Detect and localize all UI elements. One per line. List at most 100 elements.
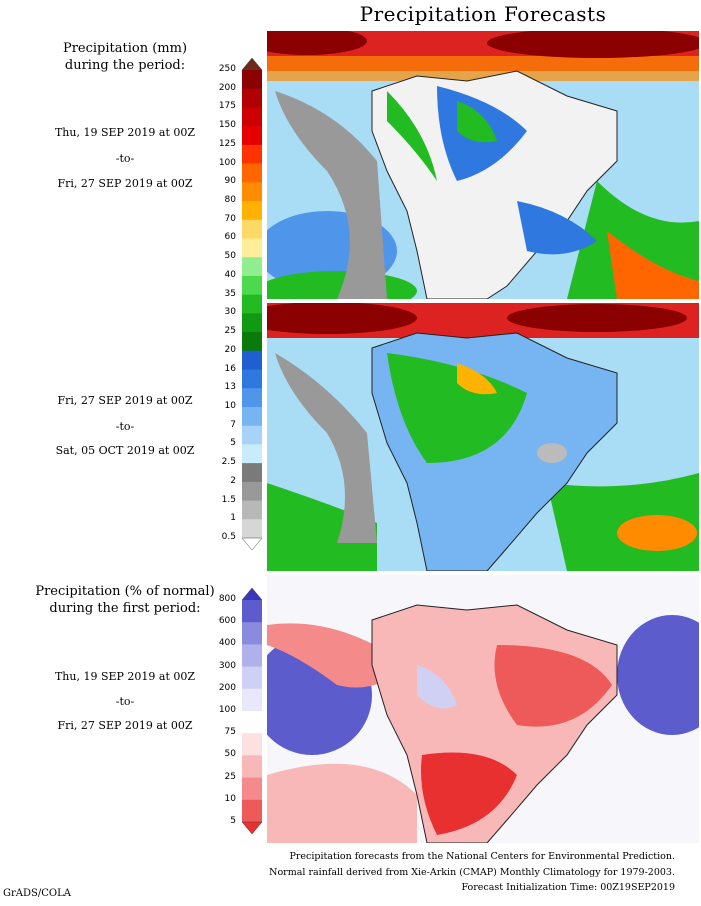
colorbar-tick-label: 600	[218, 616, 236, 627]
colorbar-tick-label: 5	[230, 438, 236, 449]
colorbar-tick-label: 100	[218, 157, 236, 168]
colorbar-segment	[242, 711, 262, 734]
colorbar-segment	[242, 481, 262, 502]
colorbar-tick-label: 35	[224, 288, 236, 299]
colorbar-tick-label: 200	[218, 82, 236, 93]
precip-heading: Precipitation (mm) during the period:	[10, 40, 240, 74]
colorbar-segment	[242, 88, 262, 108]
period1-until: Fri, 27 SEP 2019 at 00Z	[57, 177, 193, 190]
colorbar-segment	[242, 406, 262, 427]
colorbar-segment	[242, 275, 262, 296]
colorbar-segment	[242, 755, 262, 779]
colorbar-tick-label: 5	[230, 816, 236, 826]
precip-map-period2	[267, 303, 699, 571]
colorbar-tick-label: 300	[218, 660, 236, 671]
precip-colorbar	[241, 58, 263, 550]
colorbar-cap-bottom	[241, 821, 263, 834]
colorbar-cap-top	[241, 588, 263, 601]
period2-until: Sat, 05 OCT 2019 at 00Z	[55, 444, 195, 457]
pct-period-from: Thu, 19 SEP 2019 at 00Z	[54, 670, 196, 683]
colorbar-segment	[242, 238, 262, 258]
colorbar-tick-label: 90	[224, 176, 236, 187]
precip-map-period1	[267, 31, 699, 299]
colorbar-cap-top	[241, 58, 263, 71]
colorbar-tick-label: 1.5	[221, 494, 236, 505]
colorbar-segment	[242, 666, 262, 690]
colorbar-tick-label: 800	[218, 594, 236, 604]
period1-to: -to-	[115, 152, 135, 165]
credit: GrADS/COLA	[3, 888, 71, 899]
colorbar-segment	[242, 332, 262, 352]
pct-period-to: -to-	[115, 695, 135, 708]
colorbar-tick-label: 150	[218, 120, 236, 131]
colorbar-segment	[242, 313, 262, 333]
colorbar-tick-label: 2.5	[221, 457, 236, 468]
colorbar-tick-label: 10	[224, 400, 236, 411]
colorbar-segment	[242, 257, 262, 277]
colorbar-tick-label: 50	[224, 749, 236, 760]
colorbar-tick-label: 175	[218, 101, 236, 112]
colorbar-segment	[242, 350, 262, 371]
colorbar-segment	[242, 388, 262, 408]
colorbar-tick-label: 30	[224, 307, 236, 318]
colorbar-segment	[242, 444, 262, 464]
footer-line1: Precipitation forecasts from the Nationa…	[289, 851, 676, 862]
colorbar-segment	[242, 369, 262, 389]
colorbar-tick-label: 13	[224, 382, 236, 393]
colorbar-segment	[242, 126, 262, 146]
colorbar-segment	[242, 644, 262, 668]
pct-heading-line1: Precipitation (% of normal)	[35, 584, 215, 599]
colorbar-segment	[242, 600, 262, 623]
colorbar-segment	[242, 144, 262, 165]
colorbar-segment	[242, 799, 262, 823]
colorbar-tick-label: 20	[224, 344, 236, 355]
colorbar-tick-label: 2	[230, 475, 236, 486]
pct-heading: Precipitation (% of normal) during the f…	[10, 583, 240, 617]
pct-colorbar	[241, 588, 263, 834]
colorbar-tick-label: 1	[230, 513, 236, 524]
colorbar-tick-label: 60	[224, 232, 236, 243]
colorbar-tick-label: 100	[218, 705, 236, 715]
colorbar-tick-label: 250	[218, 64, 236, 74]
colorbar-segment	[242, 733, 262, 756]
colorbar-segment	[242, 294, 262, 314]
colorbar-tick-label: 25	[224, 326, 236, 337]
colorbar-segment	[242, 688, 262, 712]
pct-period-until: Fri, 27 SEP 2019 at 00Z	[57, 719, 193, 732]
pct-normal-map	[267, 575, 699, 843]
colorbar-tick-label: 400	[218, 638, 236, 649]
colorbar-tick-label: 50	[224, 251, 236, 262]
colorbar-segment	[242, 163, 262, 183]
footer-line2: Normal rainfall derived from Xie-Arkin (…	[269, 867, 675, 878]
colorbar-tick-label: 80	[224, 195, 236, 206]
colorbar-tick-label: 7	[230, 419, 236, 430]
precip-heading-line2: during the period:	[64, 58, 186, 73]
footer-line3: Forecast Initialization Time: 00Z19SEP20…	[461, 882, 675, 893]
colorbar-tick-label: 70	[224, 213, 236, 224]
pct-heading-line2: during the first period:	[49, 601, 201, 616]
colorbar-tick-label: 200	[218, 682, 236, 693]
colorbar-segment	[242, 70, 262, 90]
colorbar-tick-label: 40	[224, 269, 236, 280]
colorbar-segment	[242, 500, 262, 520]
colorbar-tick-label: 16	[224, 363, 236, 374]
colorbar-tick-label: 125	[218, 138, 236, 149]
colorbar-tick-label: 75	[224, 727, 236, 738]
colorbar-segment	[242, 219, 262, 239]
period2-to: -to-	[115, 420, 135, 433]
colorbar-tick-label: 0.5	[221, 532, 236, 542]
colorbar-segment	[242, 622, 262, 645]
colorbar-cap-bottom	[241, 537, 263, 550]
period2-from: Fri, 27 SEP 2019 at 00Z	[57, 394, 193, 407]
precip-heading-line1: Precipitation (mm)	[62, 41, 188, 56]
colorbar-segment	[242, 425, 262, 445]
colorbar-segment	[242, 777, 262, 801]
colorbar-segment	[242, 519, 262, 539]
colorbar-segment	[242, 201, 262, 221]
page-title: Precipitation Forecasts	[359, 2, 607, 26]
colorbar-segment	[242, 182, 262, 202]
colorbar-segment	[242, 463, 262, 483]
colorbar-tick-label: 25	[224, 771, 236, 782]
colorbar-tick-label: 10	[224, 793, 236, 804]
period1-from: Thu, 19 SEP 2019 at 00Z	[54, 126, 196, 139]
